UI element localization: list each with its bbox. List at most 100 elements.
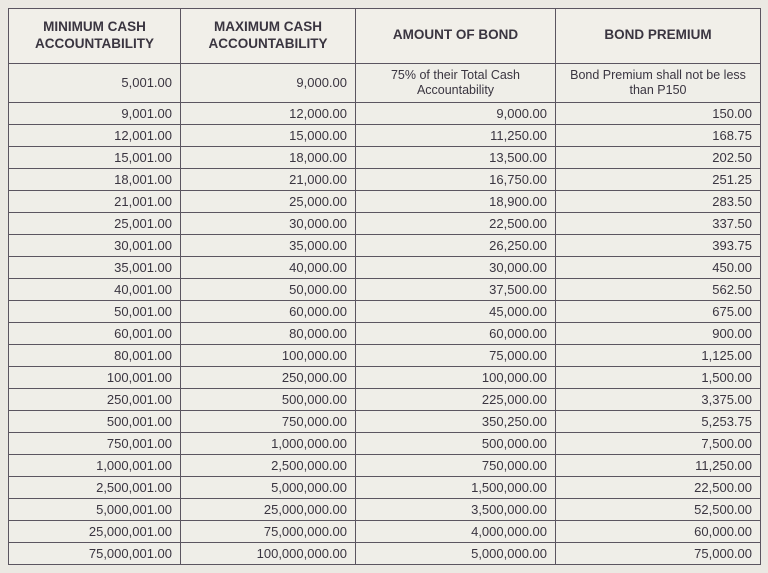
- cell-min: 9,001.00: [9, 102, 181, 124]
- cell-premium: 1,500.00: [556, 366, 761, 388]
- cell-premium: 5,253.75: [556, 410, 761, 432]
- cell-min: 250,001.00: [9, 388, 181, 410]
- table-row: 21,001.0025,000.0018,900.00283.50: [9, 190, 761, 212]
- cell-max: 21,000.00: [181, 168, 356, 190]
- cell-min: 100,001.00: [9, 366, 181, 388]
- cell-bond: 37,500.00: [356, 278, 556, 300]
- table-row: 25,001.0030,000.0022,500.00337.50: [9, 212, 761, 234]
- table-row: 1,000,001.002,500,000.00750,000.0011,250…: [9, 454, 761, 476]
- cell-bond: 30,000.00: [356, 256, 556, 278]
- cell-premium: 1,125.00: [556, 344, 761, 366]
- cell-max: 1,000,000.00: [181, 432, 356, 454]
- table-row: 30,001.0035,000.0026,250.00393.75: [9, 234, 761, 256]
- cell-min: 30,001.00: [9, 234, 181, 256]
- cell-max: 250,000.00: [181, 366, 356, 388]
- cell-bond: 45,000.00: [356, 300, 556, 322]
- cell-max: 500,000.00: [181, 388, 356, 410]
- cell-bond: 18,900.00: [356, 190, 556, 212]
- cell-min: 750,001.00: [9, 432, 181, 454]
- header-amount-of-bond: AMOUNT OF BOND: [356, 9, 556, 64]
- cell-min: 75,000,001.00: [9, 542, 181, 564]
- table-row: 75,000,001.00100,000,000.005,000,000.007…: [9, 542, 761, 564]
- cell-premium: 11,250.00: [556, 454, 761, 476]
- table-row: 250,001.00500,000.00225,000.003,375.00: [9, 388, 761, 410]
- table-row: 50,001.0060,000.0045,000.00675.00: [9, 300, 761, 322]
- cell-bond: 16,750.00: [356, 168, 556, 190]
- table-row: 25,000,001.0075,000,000.004,000,000.0060…: [9, 520, 761, 542]
- cell-min: 25,001.00: [9, 212, 181, 234]
- table-row: 750,001.001,000,000.00500,000.007,500.00: [9, 432, 761, 454]
- cell-min: 25,000,001.00: [9, 520, 181, 542]
- cell-min: 12,001.00: [9, 124, 181, 146]
- info-max: 9,000.00: [181, 63, 356, 102]
- cell-premium: 168.75: [556, 124, 761, 146]
- table-row: 5,000,001.0025,000,000.003,500,000.0052,…: [9, 498, 761, 520]
- cell-bond: 1,500,000.00: [356, 476, 556, 498]
- cell-min: 60,001.00: [9, 322, 181, 344]
- cell-premium: 202.50: [556, 146, 761, 168]
- cell-min: 18,001.00: [9, 168, 181, 190]
- cell-max: 30,000.00: [181, 212, 356, 234]
- table-header-row: MINIMUM CASH ACCOUNTABILITY MAXIMUM CASH…: [9, 9, 761, 64]
- cell-bond: 750,000.00: [356, 454, 556, 476]
- cell-max: 2,500,000.00: [181, 454, 356, 476]
- table-row: 80,001.00100,000.0075,000.001,125.00: [9, 344, 761, 366]
- cell-min: 15,001.00: [9, 146, 181, 168]
- cell-max: 80,000.00: [181, 322, 356, 344]
- cell-premium: 450.00: [556, 256, 761, 278]
- cell-max: 18,000.00: [181, 146, 356, 168]
- cell-max: 40,000.00: [181, 256, 356, 278]
- cell-min: 1,000,001.00: [9, 454, 181, 476]
- cell-bond: 100,000.00: [356, 366, 556, 388]
- cell-bond: 500,000.00: [356, 432, 556, 454]
- cell-max: 5,000,000.00: [181, 476, 356, 498]
- cell-premium: 3,375.00: [556, 388, 761, 410]
- cell-bond: 11,250.00: [356, 124, 556, 146]
- cell-max: 25,000,000.00: [181, 498, 356, 520]
- table-row: 15,001.0018,000.0013,500.00202.50: [9, 146, 761, 168]
- cell-min: 500,001.00: [9, 410, 181, 432]
- table-row: 500,001.00750,000.00350,250.005,253.75: [9, 410, 761, 432]
- table-row: 12,001.0015,000.0011,250.00168.75: [9, 124, 761, 146]
- cell-premium: 60,000.00: [556, 520, 761, 542]
- cell-max: 60,000.00: [181, 300, 356, 322]
- cell-bond: 225,000.00: [356, 388, 556, 410]
- cell-max: 12,000.00: [181, 102, 356, 124]
- table-row: 100,001.00250,000.00100,000.001,500.00: [9, 366, 761, 388]
- header-bond-premium: BOND PREMIUM: [556, 9, 761, 64]
- cell-min: 50,001.00: [9, 300, 181, 322]
- cell-premium: 22,500.00: [556, 476, 761, 498]
- cell-premium: 675.00: [556, 300, 761, 322]
- cell-max: 50,000.00: [181, 278, 356, 300]
- info-min: 5,001.00: [9, 63, 181, 102]
- cell-premium: 52,500.00: [556, 498, 761, 520]
- cell-premium: 150.00: [556, 102, 761, 124]
- cell-min: 2,500,001.00: [9, 476, 181, 498]
- cell-max: 100,000,000.00: [181, 542, 356, 564]
- info-premium-note: Bond Premium shall not be less than P150: [556, 63, 761, 102]
- table-row: 18,001.0021,000.0016,750.00251.25: [9, 168, 761, 190]
- cell-premium: 900.00: [556, 322, 761, 344]
- header-max-cash: MAXIMUM CASH ACCOUNTABILITY: [181, 9, 356, 64]
- info-bond-note: 75% of their Total Cash Accountability: [356, 63, 556, 102]
- bond-schedule-table: MINIMUM CASH ACCOUNTABILITY MAXIMUM CASH…: [8, 8, 761, 565]
- header-min-cash: MINIMUM CASH ACCOUNTABILITY: [9, 9, 181, 64]
- cell-bond: 22,500.00: [356, 212, 556, 234]
- table-row: 40,001.0050,000.0037,500.00562.50: [9, 278, 761, 300]
- cell-max: 100,000.00: [181, 344, 356, 366]
- cell-bond: 4,000,000.00: [356, 520, 556, 542]
- cell-bond: 350,250.00: [356, 410, 556, 432]
- cell-min: 35,001.00: [9, 256, 181, 278]
- cell-premium: 7,500.00: [556, 432, 761, 454]
- cell-max: 35,000.00: [181, 234, 356, 256]
- cell-max: 750,000.00: [181, 410, 356, 432]
- cell-max: 75,000,000.00: [181, 520, 356, 542]
- cell-bond: 5,000,000.00: [356, 542, 556, 564]
- cell-premium: 393.75: [556, 234, 761, 256]
- info-row: 5,001.00 9,000.00 75% of their Total Cas…: [9, 63, 761, 102]
- cell-premium: 283.50: [556, 190, 761, 212]
- cell-bond: 60,000.00: [356, 322, 556, 344]
- cell-bond: 26,250.00: [356, 234, 556, 256]
- cell-min: 5,000,001.00: [9, 498, 181, 520]
- cell-premium: 75,000.00: [556, 542, 761, 564]
